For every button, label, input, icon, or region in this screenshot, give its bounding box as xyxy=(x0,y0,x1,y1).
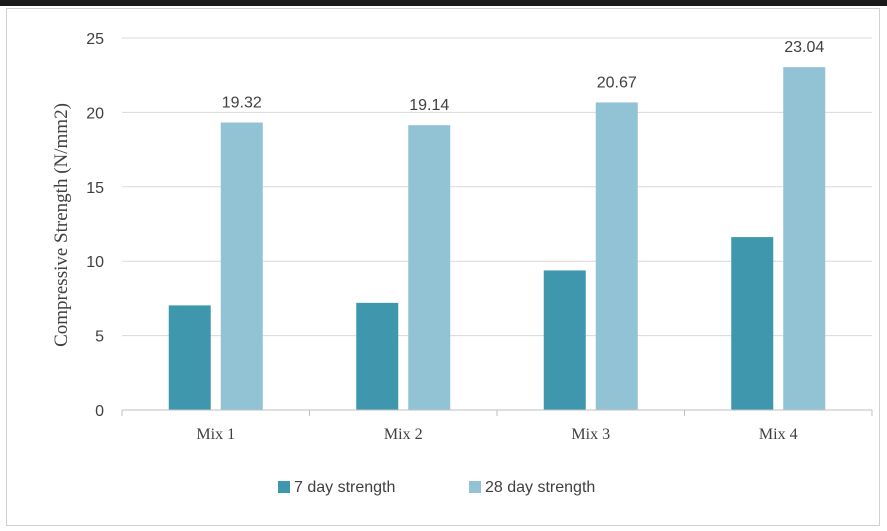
bar-28-day xyxy=(783,67,826,411)
y-tick-label: 10 xyxy=(86,254,104,271)
legend-swatch xyxy=(469,481,481,493)
y-axis-title: Compressive Strength (N/mm2) xyxy=(51,103,72,347)
y-tick-label: 25 xyxy=(86,31,104,48)
legend-label: 7 day strength xyxy=(294,479,395,496)
x-category-label: Mix 2 xyxy=(384,426,423,443)
legend: 7 day strength 28 day strength xyxy=(278,479,595,496)
bar-28-day xyxy=(408,125,451,410)
y-tick-label: 0 xyxy=(95,403,104,420)
top-rule xyxy=(0,0,887,6)
legend-swatch xyxy=(278,481,290,493)
bar-7-day xyxy=(543,270,586,410)
y-tick-label: 20 xyxy=(86,105,104,122)
data-label: 23.04 xyxy=(784,39,824,56)
bars xyxy=(168,67,826,411)
bar-28-day xyxy=(595,102,638,411)
data-label: 20.67 xyxy=(597,74,637,91)
data-label: 19.14 xyxy=(409,97,449,114)
bar-7-day xyxy=(356,302,399,410)
x-category-label: Mix 3 xyxy=(571,426,610,443)
data-labels: 19.32 19.14 20.67 23.04 xyxy=(222,39,825,114)
axes: 0 5 10 15 20 25 Mix 1 Mix 2 Mix 3 Mix 4 xyxy=(86,31,873,443)
data-label: 19.32 xyxy=(222,95,262,112)
bar-28-day xyxy=(220,122,263,410)
bar-7-day xyxy=(731,237,774,410)
bar-7-day xyxy=(168,305,211,410)
legend-label: 28 day strength xyxy=(485,479,595,496)
y-tick-label: 15 xyxy=(86,180,104,197)
y-tick-label: 5 xyxy=(95,329,104,346)
chart-border xyxy=(6,8,880,526)
x-category-label: Mix 1 xyxy=(196,426,235,443)
x-category-label: Mix 4 xyxy=(759,426,798,443)
